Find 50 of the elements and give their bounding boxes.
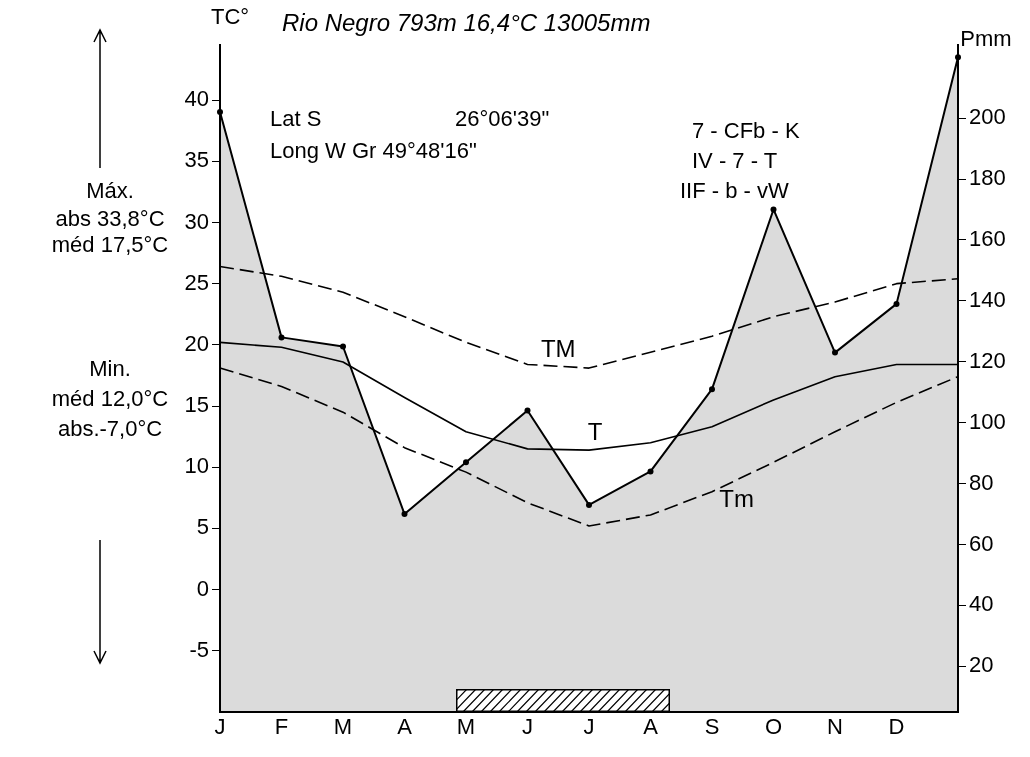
text: Máx. bbox=[86, 178, 134, 204]
x-tick-label: O bbox=[764, 714, 783, 740]
x-tick-label: M bbox=[333, 714, 353, 740]
annotation: IV - 7 - T bbox=[692, 148, 778, 174]
x-tick-label: M bbox=[456, 714, 476, 740]
y-tick-label: 40 bbox=[184, 86, 209, 112]
series-label: Tm bbox=[719, 484, 754, 512]
series-label: T bbox=[587, 417, 603, 445]
x-tick-label: D bbox=[888, 714, 905, 740]
y-tick-label: -5 bbox=[189, 636, 209, 662]
annotation: Long W Gr 49°48'16" bbox=[270, 138, 477, 164]
annotation: 7 - CFb - K bbox=[692, 118, 800, 144]
text: méd 17,5°C bbox=[51, 232, 169, 258]
text: Min. bbox=[89, 356, 131, 382]
text: méd 12,0°C bbox=[51, 386, 169, 412]
series-label: TM bbox=[540, 334, 576, 362]
x-tick-label: S bbox=[704, 714, 720, 740]
y-tick-label: 30 bbox=[184, 208, 209, 234]
y-tick-label: 35 bbox=[184, 147, 209, 173]
text: abs 33,8°C bbox=[55, 206, 165, 232]
y2-tick-label: 80 bbox=[969, 469, 994, 495]
annotation: Lat S bbox=[270, 106, 322, 132]
y2-tick-label: 120 bbox=[969, 347, 1006, 373]
y-tick-label: 25 bbox=[184, 269, 209, 295]
y2-tick-label: 60 bbox=[969, 530, 994, 556]
annotation: 26°06'39" bbox=[455, 106, 550, 132]
annotation: IIF - b - vW bbox=[680, 178, 789, 204]
y2-tick-label: 180 bbox=[969, 165, 1006, 191]
y-tick-label: 20 bbox=[184, 330, 209, 356]
y-tick-label: 0 bbox=[196, 575, 209, 601]
y2-tick-label: 40 bbox=[969, 591, 994, 617]
y-tick-label: 5 bbox=[196, 514, 209, 540]
x-tick-label: F bbox=[274, 714, 289, 740]
y2-tick-label: 20 bbox=[969, 652, 994, 678]
y-tick-label: 15 bbox=[184, 392, 209, 418]
chart-title: Rio Negro 793m 16,4°C 13005mm bbox=[282, 8, 651, 36]
y2-tick-label: 100 bbox=[969, 408, 1006, 434]
y2-tick-label: 160 bbox=[969, 225, 1006, 251]
x-tick-label: N bbox=[827, 714, 843, 740]
y2-tick-label: 200 bbox=[969, 104, 1006, 130]
y2-tick-label: 140 bbox=[969, 286, 1006, 312]
y-tick-label: 10 bbox=[184, 453, 209, 479]
x-tick-label: A bbox=[397, 714, 413, 740]
y-axis-title: TC° bbox=[210, 4, 250, 30]
y2-axis-title: Pmm bbox=[960, 26, 1012, 52]
x-tick-label: J bbox=[583, 714, 595, 740]
x-tick-label: J bbox=[522, 714, 533, 740]
x-tick-label: J bbox=[214, 714, 226, 740]
text: abs.-7,0°C bbox=[57, 416, 163, 442]
x-tick-label: A bbox=[643, 714, 659, 740]
